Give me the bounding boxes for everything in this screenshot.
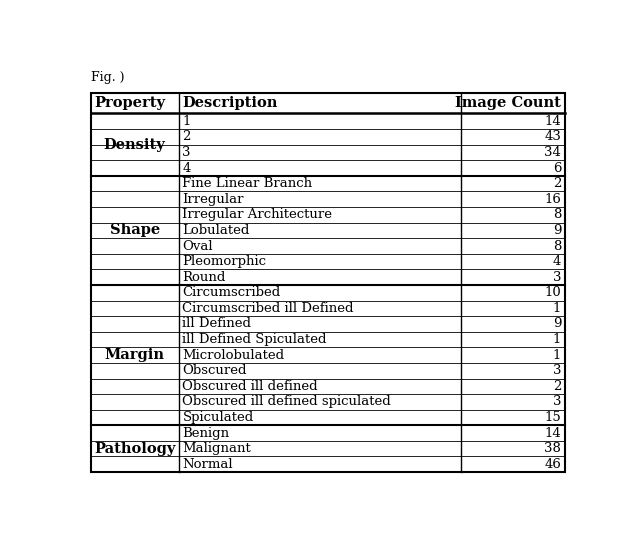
Text: Margin: Margin bbox=[105, 348, 164, 362]
Text: Circumscribed ill Defined: Circumscribed ill Defined bbox=[182, 302, 354, 315]
Text: Shape: Shape bbox=[109, 223, 160, 237]
Text: Obscured: Obscured bbox=[182, 364, 247, 377]
Text: 3: 3 bbox=[553, 364, 561, 377]
Text: 9: 9 bbox=[553, 318, 561, 330]
Text: Benign: Benign bbox=[182, 426, 230, 440]
Text: Round: Round bbox=[182, 271, 226, 284]
Text: 16: 16 bbox=[545, 193, 561, 206]
Text: 2: 2 bbox=[553, 380, 561, 393]
Text: 14: 14 bbox=[545, 426, 561, 440]
Text: 10: 10 bbox=[545, 286, 561, 299]
Text: 8: 8 bbox=[553, 239, 561, 253]
Text: Normal: Normal bbox=[182, 458, 233, 471]
Text: Malignant: Malignant bbox=[182, 442, 251, 455]
Text: 15: 15 bbox=[545, 411, 561, 424]
Text: Image Count: Image Count bbox=[456, 96, 561, 110]
Text: Obscured ill defined spiculated: Obscured ill defined spiculated bbox=[182, 395, 391, 408]
Text: 2: 2 bbox=[182, 131, 191, 143]
Text: 43: 43 bbox=[545, 131, 561, 143]
Text: 38: 38 bbox=[545, 442, 561, 455]
Text: Pathology: Pathology bbox=[94, 442, 175, 456]
Text: 9: 9 bbox=[553, 224, 561, 237]
Text: ill Defined Spiculated: ill Defined Spiculated bbox=[182, 333, 327, 346]
Text: Description: Description bbox=[182, 96, 278, 110]
Text: 6: 6 bbox=[553, 161, 561, 174]
Text: Irregular: Irregular bbox=[182, 193, 244, 206]
Text: Fine Linear Branch: Fine Linear Branch bbox=[182, 177, 312, 190]
Text: Circumscribed: Circumscribed bbox=[182, 286, 281, 299]
Text: 3: 3 bbox=[553, 271, 561, 284]
Text: 1: 1 bbox=[553, 333, 561, 346]
Text: Density: Density bbox=[104, 138, 166, 152]
Text: Property: Property bbox=[95, 96, 166, 110]
Text: Pleomorphic: Pleomorphic bbox=[182, 255, 266, 268]
Text: Obscured ill defined: Obscured ill defined bbox=[182, 380, 318, 393]
Text: ill Defined: ill Defined bbox=[182, 318, 252, 330]
Text: 1: 1 bbox=[553, 349, 561, 361]
Text: 46: 46 bbox=[545, 458, 561, 471]
Text: 14: 14 bbox=[545, 115, 561, 128]
Text: 2: 2 bbox=[553, 177, 561, 190]
Text: 4: 4 bbox=[182, 161, 191, 174]
Text: 1: 1 bbox=[553, 302, 561, 315]
Text: Irregular Architecture: Irregular Architecture bbox=[182, 208, 332, 221]
Text: 3: 3 bbox=[182, 146, 191, 159]
Text: 8: 8 bbox=[553, 208, 561, 221]
Text: 34: 34 bbox=[545, 146, 561, 159]
Text: Lobulated: Lobulated bbox=[182, 224, 250, 237]
Text: 1: 1 bbox=[182, 115, 191, 128]
Text: Spiculated: Spiculated bbox=[182, 411, 253, 424]
Text: Oval: Oval bbox=[182, 239, 213, 253]
Text: 3: 3 bbox=[553, 395, 561, 408]
Text: Fig. ): Fig. ) bbox=[91, 71, 124, 84]
Text: 4: 4 bbox=[553, 255, 561, 268]
Text: Microlobulated: Microlobulated bbox=[182, 349, 285, 361]
